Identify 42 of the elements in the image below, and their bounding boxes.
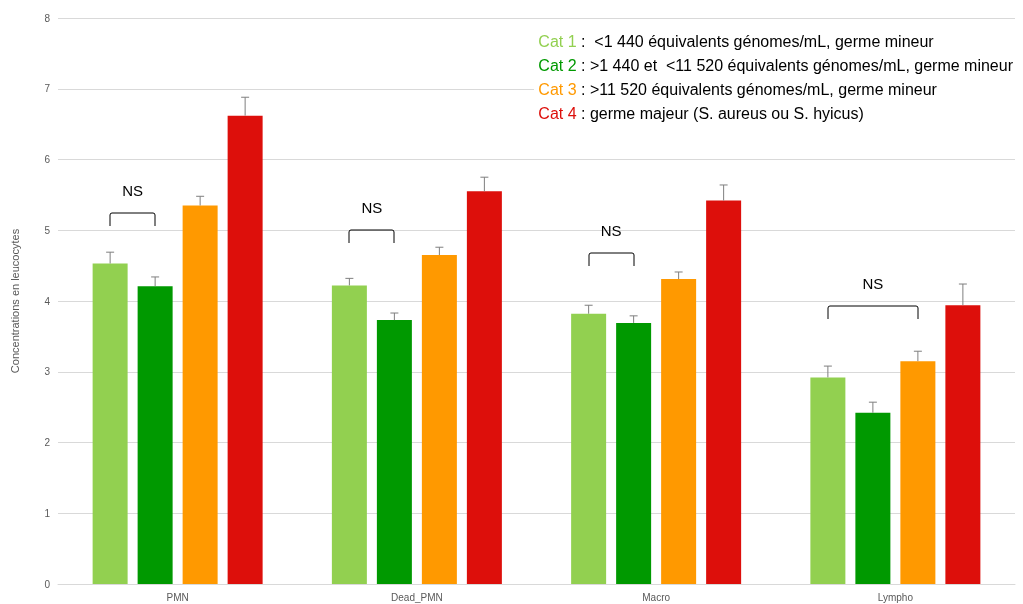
bar bbox=[900, 361, 936, 584]
annotation: NS bbox=[360, 199, 384, 217]
bar bbox=[137, 286, 173, 584]
annotation: : <1 440 équivalents génomes/mL, germe mineur bbox=[580, 33, 934, 50]
text: Cat 1 bbox=[538, 33, 577, 50]
text: Cat 3 bbox=[538, 81, 577, 98]
y-tick-label: 4 bbox=[44, 295, 51, 307]
bar bbox=[616, 322, 652, 584]
bar bbox=[182, 205, 218, 584]
annotation: : >1 440 et <11 520 équivalents génomes/mL, germe mineur bbox=[580, 57, 1013, 74]
bar bbox=[571, 313, 607, 584]
bar bbox=[706, 200, 742, 584]
annotation: : >11 520 équivalents génomes/mL, germe mineur bbox=[580, 81, 937, 98]
x-tick-label: Dead_PMN bbox=[391, 591, 443, 603]
bar bbox=[227, 115, 263, 584]
y-tick-label: 2 bbox=[44, 437, 51, 448]
bar bbox=[810, 377, 846, 584]
y-tick-label: 3 bbox=[44, 366, 51, 378]
y-axis-title: Concentrations en leucocytes bbox=[8, 228, 21, 374]
y-tick-label: 7 bbox=[44, 83, 51, 95]
bar bbox=[376, 320, 412, 584]
text: Cat 2 bbox=[538, 57, 577, 74]
x-tick-label: Lympho bbox=[877, 591, 914, 603]
text: Cat 4 bbox=[538, 105, 577, 122]
bar bbox=[855, 412, 891, 584]
y-tick-label: 6 bbox=[44, 154, 51, 165]
y-tick-label: 8 bbox=[44, 12, 51, 24]
bar bbox=[661, 279, 697, 584]
bar bbox=[945, 305, 981, 584]
bar bbox=[92, 263, 128, 584]
annotation: NS bbox=[861, 275, 885, 293]
bar bbox=[331, 285, 367, 584]
y-tick-label: 5 bbox=[44, 224, 51, 236]
x-tick-label: PMN bbox=[166, 591, 189, 603]
x-tick-label: Macro bbox=[642, 591, 671, 603]
bar bbox=[421, 255, 457, 584]
y-tick-label: 0 bbox=[44, 578, 51, 590]
annotation: : germe majeur (S. aureus ou S. hyicus) bbox=[580, 105, 864, 122]
y-tick-label: 1 bbox=[44, 507, 51, 519]
bar bbox=[466, 191, 502, 584]
annotation: NS bbox=[599, 222, 623, 240]
annotation: NS bbox=[121, 182, 145, 200]
